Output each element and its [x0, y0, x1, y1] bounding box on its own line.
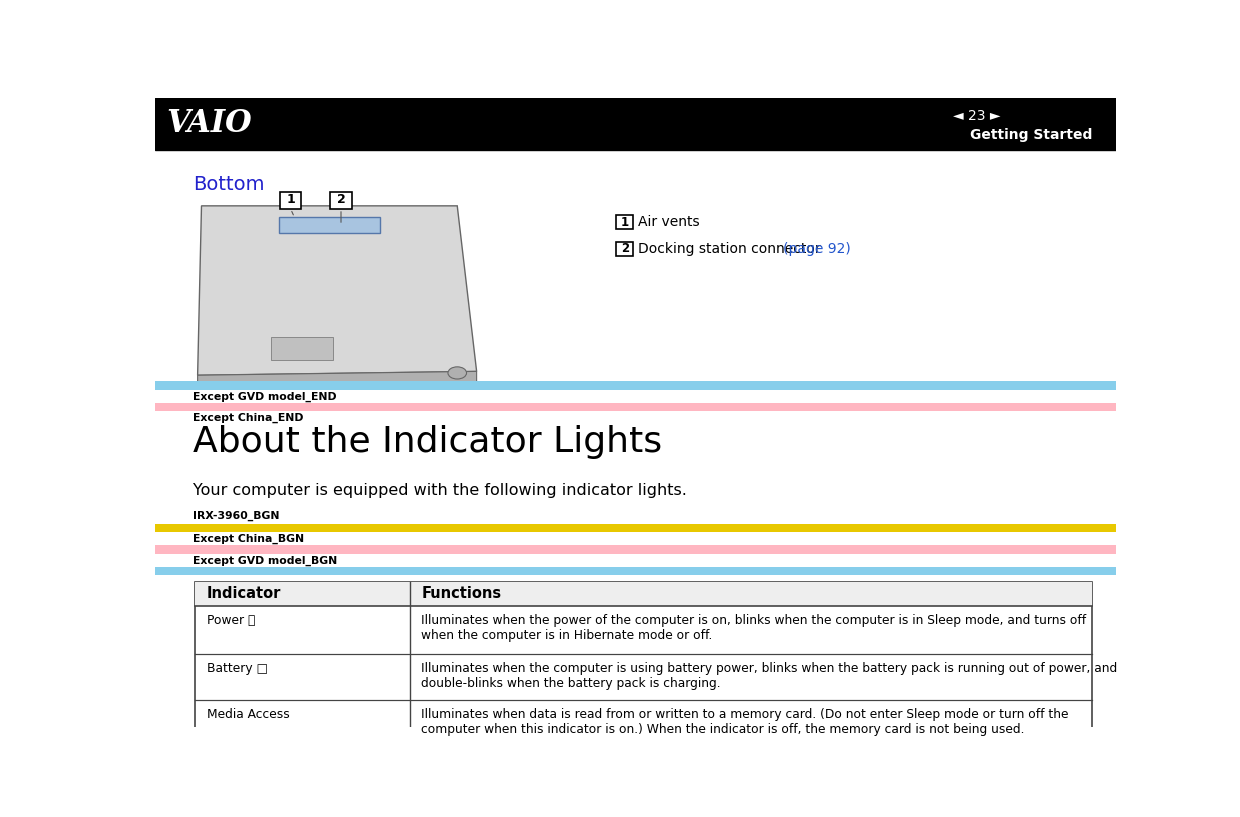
Bar	[616, 242, 634, 256]
Text: Docking station connector: Docking station connector	[639, 242, 825, 256]
Bar	[616, 215, 634, 229]
Bar	[155, 546, 1116, 554]
Text: 2: 2	[336, 193, 346, 206]
Text: Getting Started: Getting Started	[970, 128, 1092, 142]
Bar	[272, 337, 334, 359]
Polygon shape	[279, 217, 379, 233]
Polygon shape	[197, 372, 476, 386]
Text: 1: 1	[621, 216, 629, 229]
Bar	[196, 582, 1092, 606]
Text: Bottom: Bottom	[193, 175, 265, 194]
Text: Media Access: Media Access	[207, 708, 290, 721]
Bar	[155, 567, 1116, 575]
Bar	[330, 192, 352, 209]
Text: Except China_BGN: Except China_BGN	[193, 534, 305, 544]
Text: Functions: Functions	[422, 587, 501, 601]
Circle shape	[448, 367, 466, 379]
Bar	[155, 524, 1116, 533]
Text: Illuminates when data is read from or written to a memory card. (Do not enter Sl: Illuminates when data is read from or wr…	[422, 708, 1069, 736]
Bar	[155, 382, 1116, 390]
Text: Indicator: Indicator	[207, 587, 281, 601]
Text: 1: 1	[286, 193, 295, 206]
Text: ◄ 23 ►: ◄ 23 ►	[952, 109, 1001, 123]
Text: 2: 2	[621, 243, 629, 256]
Text: About the Indicator Lights: About the Indicator Lights	[193, 426, 662, 459]
Text: Air vents: Air vents	[639, 215, 699, 229]
Text: Except GVD model_END: Except GVD model_END	[193, 391, 337, 402]
Bar	[280, 192, 301, 209]
Text: VAIO: VAIO	[166, 109, 252, 140]
Text: Your computer is equipped with the following indicator lights.: Your computer is equipped with the follo…	[193, 483, 687, 498]
Text: Power ⏻: Power ⏻	[207, 614, 255, 627]
Text: Except China_END: Except China_END	[193, 413, 304, 423]
Text: Battery □: Battery □	[207, 662, 268, 675]
Bar	[196, 582, 1092, 745]
Polygon shape	[197, 206, 476, 375]
Bar	[155, 403, 1116, 412]
Bar	[155, 98, 1116, 150]
Text: IRX-3960_BGN: IRX-3960_BGN	[193, 511, 280, 521]
Text: (page 92): (page 92)	[782, 242, 851, 256]
Text: Illuminates when the computer is using battery power, blinks when the battery pa: Illuminates when the computer is using b…	[422, 662, 1117, 690]
Text: Illuminates when the power of the computer is on, blinks when the computer is in: Illuminates when the power of the comput…	[422, 614, 1086, 642]
Text: Except GVD model_BGN: Except GVD model_BGN	[193, 556, 337, 565]
